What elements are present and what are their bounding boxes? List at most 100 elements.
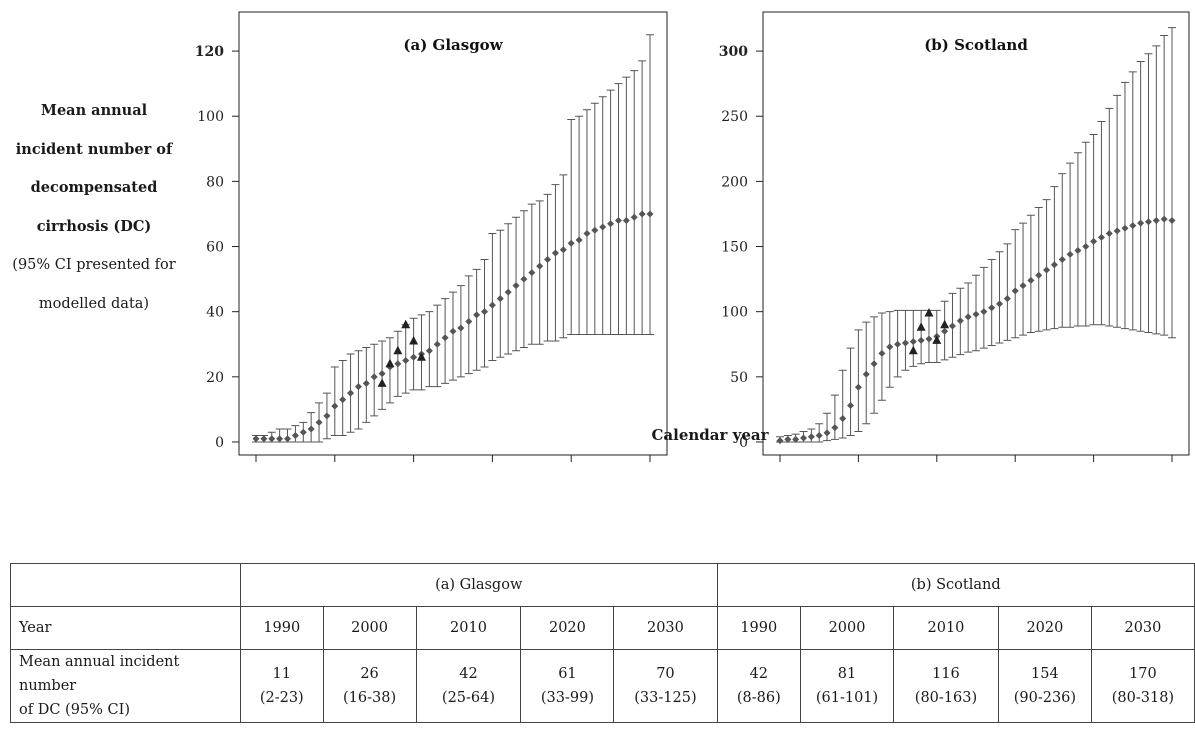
modelled-point: [646, 210, 654, 218]
modelled-point: [886, 343, 894, 351]
table-ci: (25-64): [441, 690, 496, 706]
y-tick-label: 20: [206, 370, 224, 386]
modelled-point: [1035, 271, 1043, 279]
modelled-point: [354, 383, 362, 391]
table-row-label: Mean annual incident number of DC (95% C…: [10, 649, 241, 723]
ci-error-bar: [1011, 229, 1020, 339]
modelled-point: [894, 340, 902, 348]
y-axis-note-line-2: modelled data): [38, 295, 150, 312]
ci-error-bar: [638, 60, 647, 335]
table-mean: 26: [360, 666, 379, 682]
modelled-point: [901, 339, 909, 347]
modelled-point: [315, 418, 323, 426]
observed-point: [409, 335, 419, 345]
table-year-cell: 1990: [239, 606, 324, 650]
ci-error-bar: [1097, 120, 1106, 326]
table-value-cell: 61 (33-99): [520, 649, 615, 723]
ci-error-bar: [979, 266, 988, 349]
modelled-point: [433, 340, 441, 348]
modelled-point: [948, 322, 956, 330]
ci-error-bar: [449, 291, 457, 381]
modelled-point: [299, 428, 307, 436]
ci-error-bar: [575, 115, 584, 335]
ci-error-bar: [1144, 53, 1153, 334]
observed-point: [940, 319, 950, 329]
table-year-cell: 2030: [613, 606, 718, 650]
modelled-point: [536, 262, 544, 270]
ci-error-bar: [830, 394, 839, 440]
modelled-point: [1097, 233, 1105, 241]
modelled-point: [630, 213, 638, 221]
ci-error-bar: [1105, 107, 1114, 327]
ci-error-bar: [622, 76, 631, 335]
table-ci: (90-236): [1013, 690, 1077, 706]
ci-error-bar: [535, 200, 544, 345]
table-ci: (2-23): [259, 690, 304, 706]
modelled-point: [394, 360, 402, 368]
ci-error-bar: [1026, 214, 1035, 334]
table-year-cell: 2030: [1090, 606, 1195, 650]
modelled-point: [599, 223, 607, 231]
modelled-point: [1058, 256, 1066, 264]
modelled-point: [378, 370, 386, 378]
ci-error-bar: [543, 193, 552, 342]
y-axis-label-line-4: cirrhosis (DC): [36, 217, 152, 235]
modelled-point: [1043, 266, 1051, 274]
ci-error-bar: [330, 366, 339, 436]
ci-error-bar: [1168, 27, 1176, 339]
table-value-cell: 42 (25-64): [415, 649, 522, 723]
modelled-point: [276, 435, 284, 443]
observed-point: [385, 358, 395, 368]
ci-error-bar: [1003, 243, 1012, 341]
modelled-point: [956, 317, 964, 325]
ci-error-bar: [606, 89, 615, 335]
modelled-point: [1003, 295, 1011, 303]
ci-error-bar: [1152, 45, 1161, 335]
table-mean: 116: [932, 666, 960, 682]
modelled-point: [347, 389, 355, 397]
modelled-point: [870, 360, 878, 368]
ci-error-bar: [1089, 133, 1098, 326]
modelled-point: [1152, 216, 1160, 224]
table-year-row: Year 1990 2000 2010 2020 2030 1990 2000 …: [10, 606, 1195, 650]
ci-error-bar: [1136, 61, 1145, 332]
table-year-label: Year: [10, 606, 241, 650]
ci-error-bar: [1113, 94, 1122, 328]
table-value-cell: 170 (80-318): [1090, 649, 1195, 723]
modelled-point: [1113, 227, 1121, 235]
modelled-point: [1144, 218, 1152, 226]
table-mean: 61: [558, 666, 577, 682]
ci-error-bar: [1128, 71, 1137, 331]
ci-error-bar: [987, 259, 996, 347]
chart-panel-glasgow: (a) Glasgow02040608010012019801990200020…: [195, 11, 668, 462]
y-tick-label: 40: [206, 305, 224, 321]
modelled-point: [839, 415, 847, 423]
table-ci: (33-125): [634, 690, 697, 706]
plot-frame: [238, 11, 668, 456]
ci-error-bar: [472, 268, 481, 371]
panel-title: (b) Scotland: [924, 36, 1028, 54]
modelled-point: [559, 246, 567, 254]
table-corner-cell: [10, 563, 241, 607]
chart-figure: (a) Glasgow02040608010012019801990200020…: [195, 11, 1190, 462]
modelled-point: [307, 425, 315, 433]
modelled-point: [339, 396, 347, 404]
observed-point: [932, 335, 942, 344]
modelled-point: [323, 412, 331, 420]
table-year-cell: 2020: [997, 606, 1092, 650]
modelled-point: [268, 435, 276, 443]
ci-error-bar: [614, 83, 623, 335]
table-row-label-line-1: Mean annual incident number: [19, 654, 180, 694]
modelled-point: [862, 370, 870, 378]
ci-error-bar: [1081, 141, 1090, 327]
modelled-point: [1011, 287, 1019, 295]
modelled-point: [496, 295, 504, 303]
table-mean: 11: [272, 666, 291, 682]
table-value-cell: 11 (2-23): [239, 649, 324, 723]
ci-error-bar: [823, 412, 832, 442]
table-mean: 170: [1129, 666, 1157, 682]
ci-error-bar: [854, 329, 863, 433]
ci-error-bar: [1160, 34, 1169, 336]
y-tick-label: 50: [730, 370, 748, 386]
modelled-point: [291, 431, 299, 439]
